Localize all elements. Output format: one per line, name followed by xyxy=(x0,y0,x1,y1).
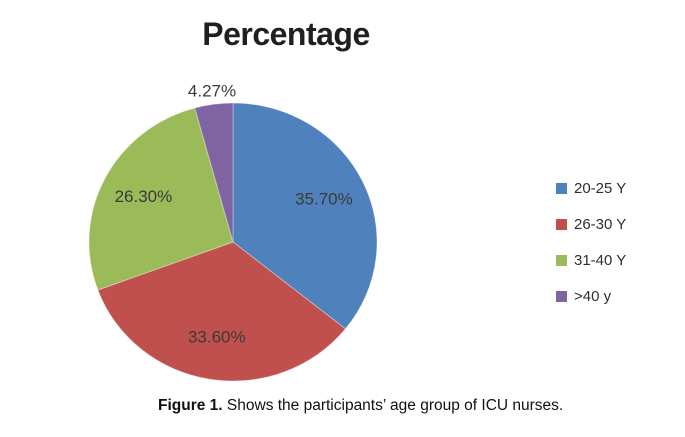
legend-swatch-icon xyxy=(556,291,567,302)
legend-swatch-icon xyxy=(556,219,567,230)
slice-value-label-26-30-y: 33.60% xyxy=(188,327,246,346)
legend-label: 26-30 Y xyxy=(574,216,627,233)
pie-slice-31-40-y xyxy=(88,107,234,291)
pie-slice-20-25-y xyxy=(232,102,378,330)
legend-label: 20-25 Y xyxy=(574,180,627,197)
legend-label: 31-40 Y xyxy=(574,252,627,269)
legend-item-26-30-y: 26-30 Y xyxy=(556,216,626,233)
slice-value-label-40-y: 4.27% xyxy=(188,81,236,100)
legend-swatch-icon xyxy=(556,255,567,266)
pie-slice-26-30-y xyxy=(97,241,347,382)
figure-caption: Figure 1. Shows the participants’ age gr… xyxy=(158,397,563,415)
legend-item-20-25-y: 20-25 Y xyxy=(556,180,626,197)
legend-swatch-icon xyxy=(556,183,567,194)
pie-slice-40-y xyxy=(194,102,234,243)
figure-caption-label: Figure 1. xyxy=(158,397,223,414)
legend: 20-25 Y 26-30 Y 31-40 Y >40 y xyxy=(556,180,626,324)
slice-value-label-20-25-y: 35.70% xyxy=(295,189,353,208)
figure-caption-text: Shows the participants’ age group of ICU… xyxy=(222,397,564,414)
chart-title: Percentage xyxy=(202,16,370,52)
slice-value-label-31-40-y: 26.30% xyxy=(115,187,173,206)
legend-item-40-y: >40 y xyxy=(556,288,626,305)
legend-item-31-40-y: 31-40 Y xyxy=(556,252,626,269)
legend-label: >40 y xyxy=(574,288,612,305)
